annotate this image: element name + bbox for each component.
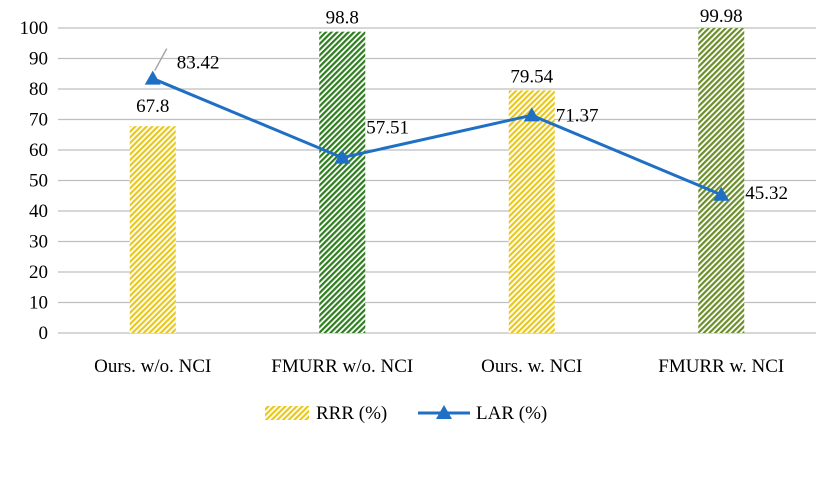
x-category-label: FMURR w. NCI (658, 356, 784, 377)
line-point (713, 186, 730, 201)
y-tick-label: 60 (29, 140, 48, 161)
line-point (144, 70, 161, 85)
bar-data-label: 79.54 (510, 66, 553, 87)
y-tick-label: 10 (29, 293, 48, 314)
y-tick-label: 0 (39, 323, 49, 344)
bar (129, 126, 176, 334)
legend: RRR (%) LAR (%) (265, 403, 547, 424)
x-category-label: Ours. w/o. NCI (94, 356, 211, 377)
bar-data-label: 98.8 (326, 8, 359, 29)
x-category-label: Ours. w. NCI (481, 356, 582, 377)
bar (698, 28, 745, 333)
legend-label-rrr: RRR (%) (316, 403, 387, 424)
bar-series (129, 28, 745, 334)
bar (319, 31, 366, 333)
data-labels: 67.8 98.8 79.54 99.98 83.42 57.51 71.37 45.32 (136, 6, 788, 204)
y-tick-label: 80 (29, 79, 48, 100)
y-tick-label: 50 (29, 171, 48, 192)
line-point (334, 149, 351, 164)
y-axis-ticks: 0 10 20 30 40 50 60 70 80 90 100 (20, 18, 49, 344)
y-tick-label: 100 (20, 18, 49, 39)
line-data-label: 71.37 (556, 105, 599, 126)
lar-line (152, 77, 722, 197)
y-tick-label: 30 (29, 232, 48, 253)
bar-data-label: 67.8 (136, 96, 169, 117)
line-data-label: 45.32 (745, 183, 788, 204)
gridlines (58, 27, 816, 334)
y-tick-label: 90 (29, 49, 48, 70)
label-leader (154, 48, 168, 71)
y-tick-label: 20 (29, 262, 48, 283)
y-tick-label: 70 (29, 110, 48, 131)
legend-label-lar: LAR (%) (476, 403, 547, 424)
legend-swatch-rrr (265, 406, 309, 420)
x-axis-categories: Ours. w/o. NCI FMURR w/o. NCI Ours. w. NCI… (94, 356, 784, 377)
y-tick-label: 40 (29, 201, 48, 222)
line-data-label: 83.42 (177, 53, 220, 74)
line-series (144, 70, 730, 201)
bar (508, 90, 555, 333)
line-point (523, 107, 540, 122)
bar-data-label: 99.98 (700, 6, 743, 27)
legend-swatch-lar-marker (436, 405, 452, 419)
line-data-label: 57.51 (366, 118, 409, 139)
x-category-label: FMURR w/o. NCI (271, 356, 413, 377)
